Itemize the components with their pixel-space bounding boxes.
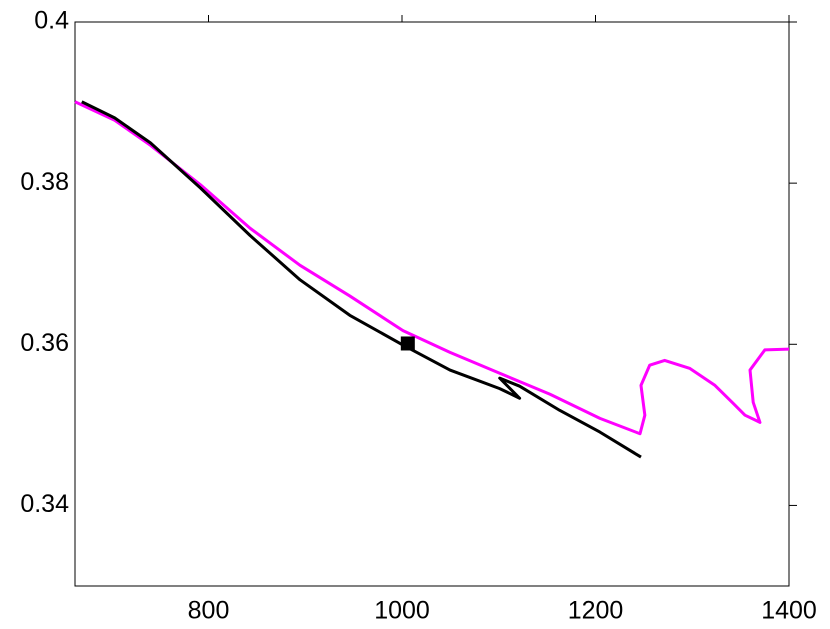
plot-frame (74, 21, 790, 587)
x-tick-label: 800 (188, 597, 230, 625)
y-tick-label: 0.4 (34, 7, 69, 35)
y-tick-label: 0.34 (20, 490, 69, 518)
y-tick-label: 0.38 (20, 168, 69, 196)
x-tick-label: 1200 (568, 597, 624, 625)
y-tick-label: 0.36 (20, 329, 69, 357)
series-line (81, 100, 642, 459)
series-line (74, 100, 790, 436)
marker (400, 336, 415, 351)
x-tick-label: 1400 (761, 597, 817, 625)
x-tick-label: 1000 (374, 597, 430, 625)
